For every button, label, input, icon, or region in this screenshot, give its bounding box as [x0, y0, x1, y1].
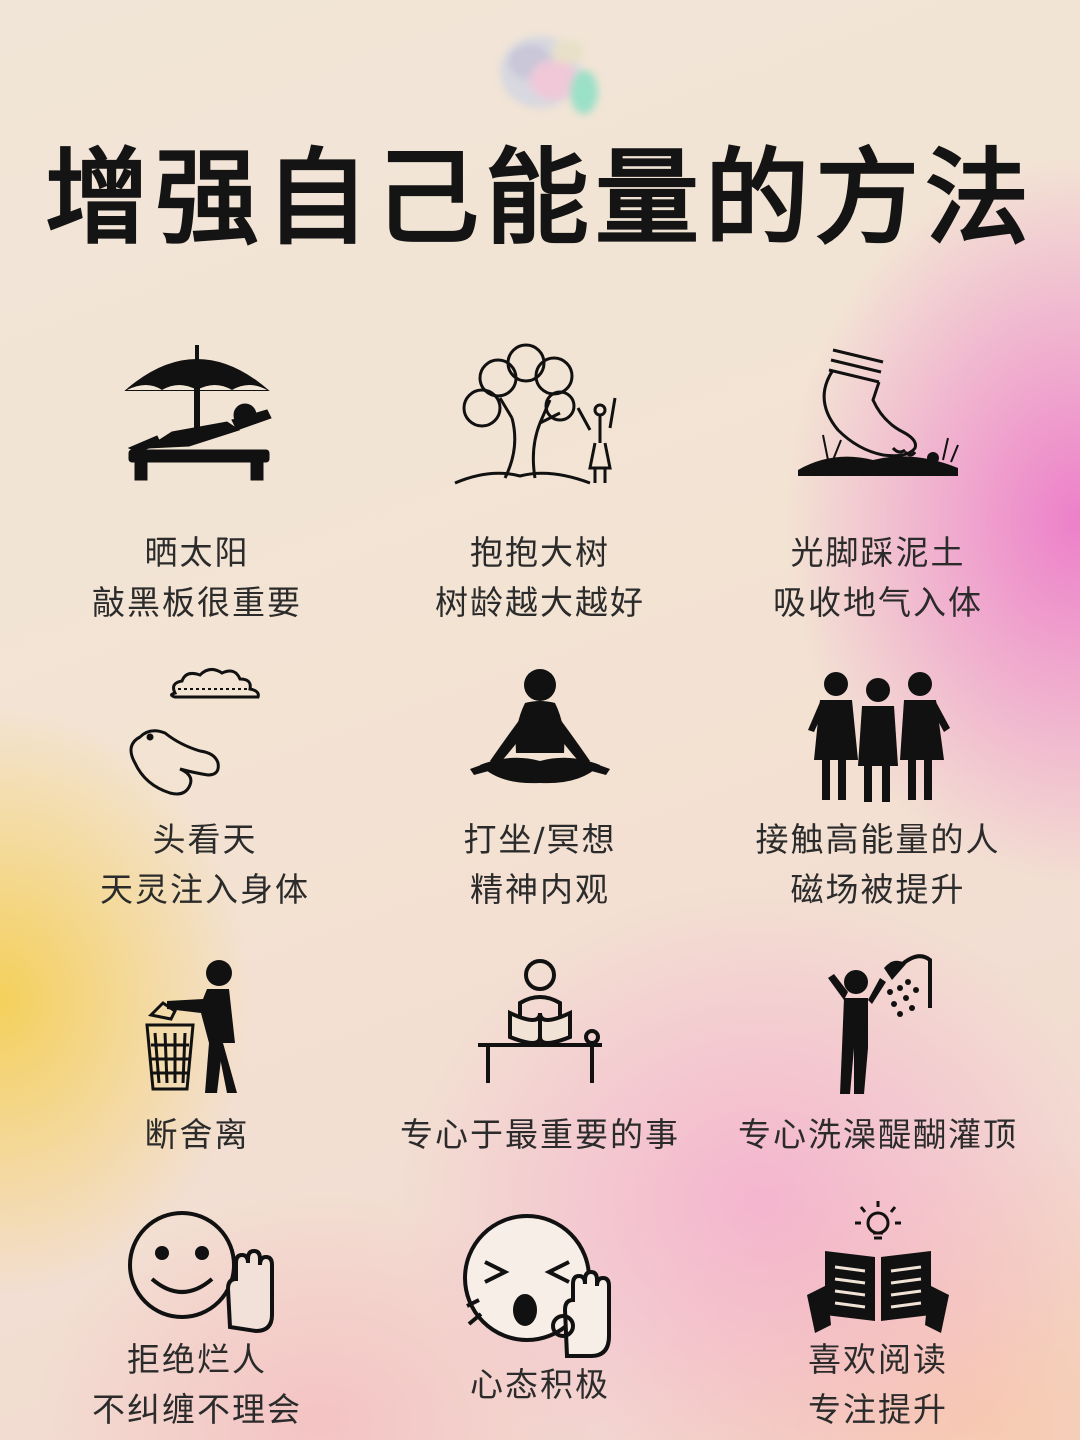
- caption-line1: 喜欢阅读: [808, 1340, 948, 1379]
- caption-line1: 专心于最重要的事: [400, 1115, 680, 1154]
- caption-line1: 抱抱大树: [470, 533, 610, 572]
- sunbathing-icon: [124, 345, 272, 481]
- caption: 专心于最重要的事: [370, 1110, 710, 1160]
- caption-line1: 打坐/冥想: [463, 820, 617, 859]
- sky-gazing-icon: [129, 668, 260, 796]
- caption: 专心洗澡醍醐灌顶: [708, 1110, 1048, 1160]
- caption: 接触高能量的人 磁场被提升: [708, 815, 1048, 915]
- caption-line2: 不纠缠不理会: [92, 1390, 302, 1429]
- caption-line1: 晒太阳: [144, 533, 250, 572]
- caption-line2: 敲黑板很重要: [92, 583, 302, 622]
- caption-line1: 拒绝烂人: [127, 1340, 267, 1379]
- decorative-blob-image: [500, 36, 598, 114]
- caption-line2: 吸收地气入体: [773, 583, 983, 622]
- caption: 心态积极: [370, 1360, 710, 1410]
- caption-line2: 专注提升: [808, 1390, 948, 1429]
- trash-declutter-icon: [145, 960, 237, 1093]
- caption-line2: 精神内观: [470, 870, 610, 909]
- caption: 喜欢阅读 专注提升: [708, 1335, 1048, 1435]
- caption: 抱抱大树 树龄越大越好: [370, 528, 710, 628]
- smiley-stop-hand-icon: [128, 1211, 274, 1334]
- caption-line1: 专心洗澡醍醐灌顶: [738, 1115, 1018, 1154]
- caption-line2: 天灵注入身体: [100, 870, 310, 909]
- caption: 打坐/冥想 精神内观: [370, 815, 710, 915]
- tree-hug-icon: [454, 343, 617, 485]
- caption: 光脚踩泥土 吸收地气入体: [708, 528, 1048, 628]
- shouting-face-icon: [463, 1214, 611, 1358]
- caption: 拒绝烂人 不纠缠不理会: [27, 1335, 367, 1435]
- reading-desk-icon: [478, 959, 602, 1083]
- caption-line1: 心态积极: [470, 1365, 610, 1404]
- page-title: 增强自己能量的方法: [44, 137, 1035, 259]
- barefoot-soil-icon: [798, 348, 959, 476]
- shower-icon: [828, 954, 932, 1094]
- caption-line2: 磁场被提升: [790, 870, 966, 909]
- caption: 头看天 天灵注入身体: [35, 815, 375, 915]
- caption-line2: 树龄越大越好: [435, 583, 645, 622]
- caption: 晒太阳 敲黑板很重要: [27, 528, 367, 628]
- caption-line1: 光脚踩泥土: [790, 533, 966, 572]
- book-idea-icon: [807, 1201, 949, 1333]
- caption-line1: 断舍离: [144, 1115, 250, 1154]
- caption-line1: 接触高能量的人: [755, 820, 1001, 859]
- people-group-icon: [808, 672, 950, 802]
- caption-line1: 头看天: [152, 820, 258, 859]
- meditation-icon: [470, 669, 610, 784]
- caption: 断舍离: [27, 1110, 367, 1160]
